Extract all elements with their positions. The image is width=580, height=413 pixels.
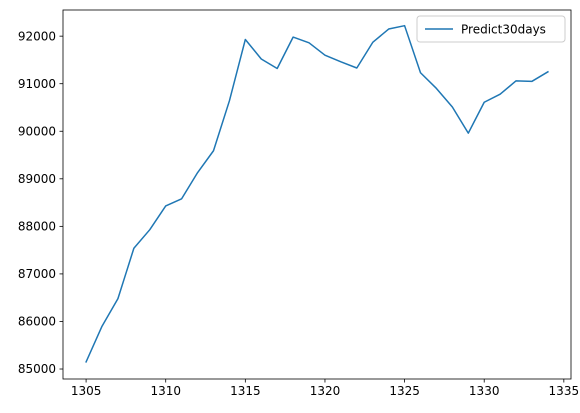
x-tick-label: 1310: [150, 384, 181, 398]
x-tick-label: 1320: [310, 384, 341, 398]
y-tick-label: 90000: [18, 124, 56, 138]
y-tick-label: 86000: [18, 315, 56, 329]
legend-label: Predict30days: [461, 22, 546, 36]
y-tick-label: 91000: [18, 77, 56, 91]
x-tick-label: 1315: [230, 384, 261, 398]
series-line-0: [85, 24, 549, 363]
y-axis-ticks: 85000 86000 87000 88000 89000 90000 91000 92000: [18, 29, 63, 376]
y-tick-label: 85000: [18, 362, 56, 376]
x-tick-label: 1330: [469, 384, 500, 398]
y-tick-label: 88000: [18, 220, 56, 234]
y-tick-label: 89000: [18, 172, 56, 186]
x-tick-label: 1325: [389, 384, 420, 398]
y-tick-label: 87000: [18, 267, 56, 281]
y-tick-label: 92000: [18, 29, 56, 43]
series-layer: [85, 24, 549, 363]
legend: Predict30days: [416, 15, 566, 43]
legend-box: [416, 15, 566, 43]
plot-frame: [62, 9, 572, 380]
x-axis-ticks: 1305 1310 1315 1320 1325 1330 1335: [71, 379, 579, 398]
x-tick-label: 1305: [71, 384, 102, 398]
x-tick-label: 1335: [549, 384, 580, 398]
